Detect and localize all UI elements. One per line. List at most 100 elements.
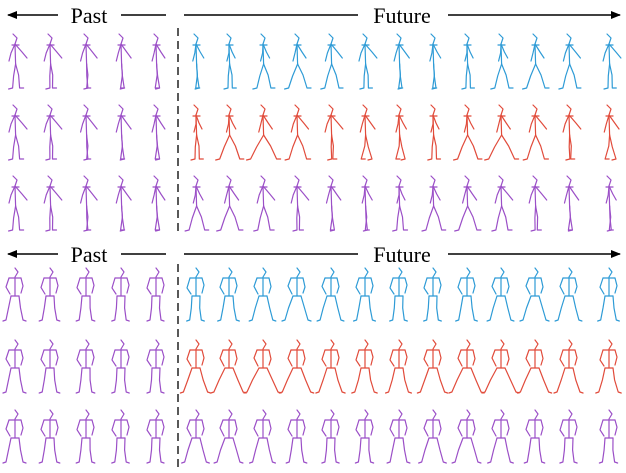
future-label: Future — [373, 242, 430, 267]
skeleton-pose — [252, 33, 276, 90]
skeleton-pose — [389, 267, 408, 322]
skeleton-pose — [602, 33, 622, 90]
skeleton-pose — [43, 33, 63, 90]
skeleton-pose — [454, 175, 482, 232]
skeleton-pose — [558, 33, 582, 90]
skeleton-pose — [353, 267, 376, 322]
skeleton-pose — [429, 33, 442, 90]
skeleton-pose — [595, 339, 622, 394]
skeleton-pose — [2, 267, 27, 322]
skeleton-pose — [253, 175, 276, 232]
skeleton-pose — [451, 409, 482, 464]
skeleton-pose — [491, 175, 514, 232]
skeleton-pose — [487, 409, 514, 464]
skeleton-pose — [43, 104, 63, 161]
skeleton-pose — [278, 339, 315, 394]
future-label: Future — [373, 3, 430, 28]
skeleton-pose — [316, 267, 345, 322]
skeleton-pose — [38, 267, 61, 322]
skeleton-pose — [115, 175, 132, 232]
skeleton-pose — [395, 104, 407, 161]
skeleton-pose — [8, 104, 28, 161]
skeleton-pose — [75, 339, 96, 394]
skeleton-pose — [146, 267, 165, 322]
skeleton-pose — [115, 104, 132, 161]
skeleton-pose — [516, 339, 553, 394]
skeleton-pose — [213, 409, 244, 464]
past-label: Past — [71, 242, 108, 267]
skeleton-pose — [448, 339, 485, 394]
skeleton-pose — [385, 339, 412, 394]
skeleton-pose — [216, 175, 244, 232]
skeleton-pose — [223, 33, 237, 90]
skeleton-pose — [521, 33, 550, 90]
skeleton-pose — [392, 175, 409, 232]
skeleton-pose — [151, 33, 166, 90]
skeleton-pose — [281, 267, 312, 322]
skeleton-pose — [490, 33, 514, 90]
skeleton-grid — [2, 33, 622, 464]
skeleton-pose — [461, 33, 475, 90]
skeleton-pose — [528, 175, 548, 232]
skeleton-pose — [290, 175, 310, 232]
skeleton-pose — [79, 33, 98, 90]
skeleton-pose — [393, 33, 410, 90]
skeleton-pose — [361, 175, 373, 232]
skeleton-pose — [284, 104, 312, 161]
skeleton-pose — [321, 409, 340, 464]
skeleton-pose — [603, 104, 620, 161]
skeleton-pose — [455, 267, 478, 322]
skeleton-pose — [8, 175, 28, 232]
skeleton-pose — [284, 33, 312, 90]
skeleton-pose — [351, 339, 378, 394]
skeleton-pose — [324, 104, 344, 161]
skeleton-pose — [605, 175, 617, 232]
skeleton-pose — [358, 33, 378, 90]
past-label: Past — [71, 3, 108, 28]
skeleton-pose — [179, 339, 212, 394]
skeleton-pose — [186, 267, 205, 322]
skeleton-pose — [243, 339, 282, 394]
skeleton-pose — [75, 409, 96, 464]
skeleton-pose — [484, 104, 520, 161]
skeleton-pose — [554, 267, 583, 322]
skeleton-pose — [151, 175, 166, 232]
skeleton-pose — [146, 409, 165, 464]
skeleton-pose — [320, 33, 344, 90]
skeleton-pose — [559, 409, 578, 464]
skeleton-pose — [354, 409, 375, 464]
skeleton-pose — [2, 339, 27, 394]
skeleton-pose — [210, 339, 247, 394]
skeleton-pose — [111, 267, 130, 322]
skeleton-pose — [416, 339, 449, 394]
skeleton-pose — [522, 104, 550, 161]
skeleton-pose — [181, 409, 210, 464]
skeleton-pose — [421, 175, 447, 232]
skeleton-pose — [38, 409, 61, 464]
skeleton-pose — [111, 339, 130, 394]
skeleton-pose — [563, 175, 580, 232]
skeleton-pose — [146, 339, 165, 394]
skeleton-pose — [427, 104, 442, 161]
skeleton-pose — [598, 409, 619, 464]
skeleton-pose — [8, 33, 28, 90]
skeleton-pose — [2, 409, 27, 464]
skeleton-pose — [75, 267, 96, 322]
skeleton-pose — [315, 339, 346, 394]
skeleton-pose — [79, 104, 98, 161]
skeleton-pose — [190, 104, 204, 161]
panel-1-header: Past Future — [7, 3, 621, 28]
skeleton-pose — [215, 104, 245, 161]
skeleton-pose — [248, 267, 277, 322]
skeleton-pose — [111, 409, 130, 464]
skeleton-pose — [418, 409, 447, 464]
skeleton-pose — [453, 104, 483, 161]
skeleton-pose — [359, 104, 376, 161]
skeleton-pose — [246, 104, 282, 161]
skeleton-pose — [325, 175, 342, 232]
skeleton-pose — [151, 104, 166, 161]
skeleton-pose — [523, 409, 546, 464]
skeleton-pose — [79, 175, 98, 232]
skeleton-pose — [249, 409, 276, 464]
